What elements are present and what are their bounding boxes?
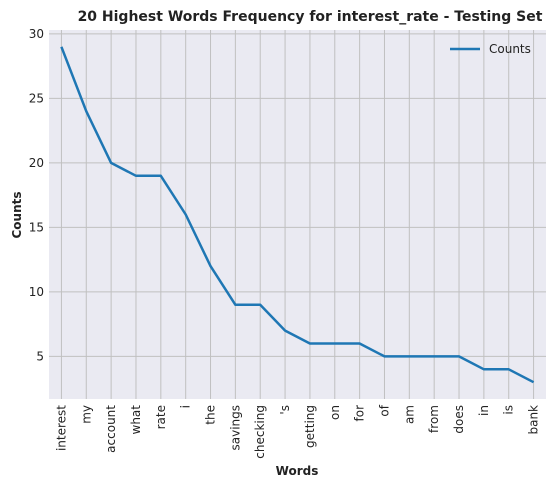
x-tick-label: bank <box>527 405 541 435</box>
legend-label: Counts <box>489 42 531 56</box>
chart-title: 20 Highest Words Frequency for interest_… <box>78 9 543 25</box>
y-tick-label: 30 <box>29 27 44 41</box>
y-axis-ticks: 5 10 15 20 25 30 <box>29 27 44 364</box>
x-tick-label: does <box>452 405 466 434</box>
legend: Counts <box>450 42 531 56</box>
y-tick-label: 15 <box>29 220 44 234</box>
grid <box>49 30 546 399</box>
x-tick-label: account <box>104 405 118 453</box>
x-tick-label: of <box>377 404 391 416</box>
y-tick-label: 5 <box>36 349 44 363</box>
x-tick-label: 's <box>278 405 292 415</box>
y-axis-label: Counts <box>10 191 24 238</box>
x-tick-label: i <box>179 405 193 408</box>
x-tick-label: savings <box>228 405 242 451</box>
y-tick-label: 25 <box>29 91 44 105</box>
x-tick-label: on <box>328 405 342 420</box>
y-tick-label: 20 <box>29 156 44 170</box>
x-axis-ticks: interest my account what rate i the savings chec… <box>54 404 540 458</box>
x-tick-label: am <box>402 405 416 424</box>
x-tick-label: what <box>129 405 143 435</box>
x-tick-label: for <box>353 405 367 422</box>
x-tick-label: is <box>502 405 516 415</box>
x-tick-label: from <box>427 405 441 433</box>
x-tick-label: my <box>79 405 93 424</box>
series-line-counts <box>60 46 535 384</box>
x-axis-label: Words <box>276 464 319 478</box>
plot-area <box>49 30 546 399</box>
x-tick-label: checking <box>253 405 267 459</box>
x-tick-label: getting <box>303 405 317 448</box>
x-tick-label: interest <box>54 405 68 451</box>
y-tick-label: 10 <box>29 285 44 299</box>
x-tick-label: the <box>204 405 218 425</box>
x-tick-label: rate <box>154 405 168 429</box>
x-tick-label: in <box>477 405 491 416</box>
